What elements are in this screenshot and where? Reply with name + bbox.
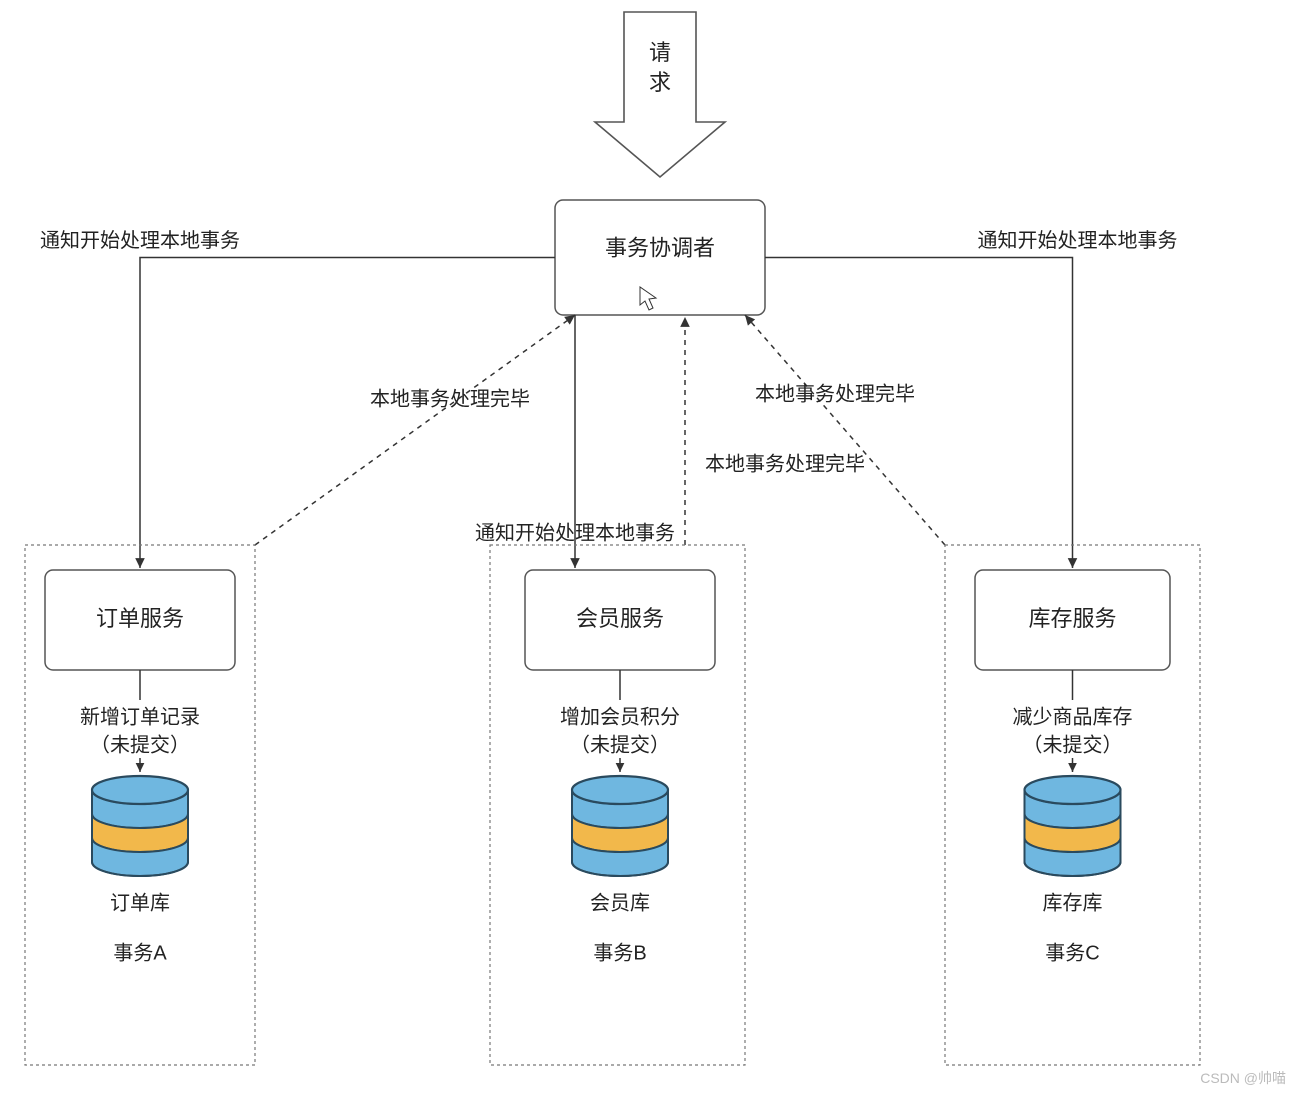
svg-text:求: 求 bbox=[649, 70, 671, 95]
svg-text:事务协调者: 事务协调者 bbox=[605, 235, 715, 260]
dashed-return-c bbox=[745, 315, 945, 545]
svg-text:订单服务: 订单服务 bbox=[96, 606, 184, 631]
svg-text:会员服务: 会员服务 bbox=[576, 606, 664, 631]
svg-text:请: 请 bbox=[649, 40, 671, 65]
svg-text:新增订单记录: 新增订单记录 bbox=[80, 705, 200, 728]
svg-text:事务B: 事务B bbox=[593, 941, 646, 964]
dashed-return-a bbox=[255, 315, 575, 545]
svg-text:会员库: 会员库 bbox=[590, 891, 650, 914]
svg-text:增加会员积分: 增加会员积分 bbox=[560, 705, 680, 728]
svg-text:库存库: 库存库 bbox=[1043, 891, 1103, 914]
svg-text:（未提交）: （未提交） bbox=[1023, 733, 1123, 756]
svg-text:CSDN @帅喵: CSDN @帅喵 bbox=[1200, 1070, 1286, 1086]
svg-text:通知开始处理本地事务: 通知开始处理本地事务 bbox=[40, 229, 240, 252]
line-notify-right bbox=[765, 258, 1073, 569]
svg-text:减少商品库存: 减少商品库存 bbox=[1013, 705, 1133, 728]
svg-text:（未提交）: （未提交） bbox=[90, 733, 190, 756]
svg-text:本地事务处理完毕: 本地事务处理完毕 bbox=[755, 382, 915, 405]
svg-text:事务A: 事务A bbox=[113, 941, 167, 964]
svg-text:本地事务处理完毕: 本地事务处理完毕 bbox=[705, 452, 865, 475]
svg-text:通知开始处理本地事务: 通知开始处理本地事务 bbox=[475, 521, 675, 544]
svg-text:库存服务: 库存服务 bbox=[1028, 606, 1116, 631]
svg-text:（未提交）: （未提交） bbox=[570, 733, 670, 756]
svg-text:通知开始处理本地事务: 通知开始处理本地事务 bbox=[978, 229, 1178, 252]
svg-text:事务C: 事务C bbox=[1045, 941, 1099, 964]
svg-text:订单库: 订单库 bbox=[110, 891, 170, 914]
svg-text:本地事务处理完毕: 本地事务处理完毕 bbox=[370, 387, 530, 410]
